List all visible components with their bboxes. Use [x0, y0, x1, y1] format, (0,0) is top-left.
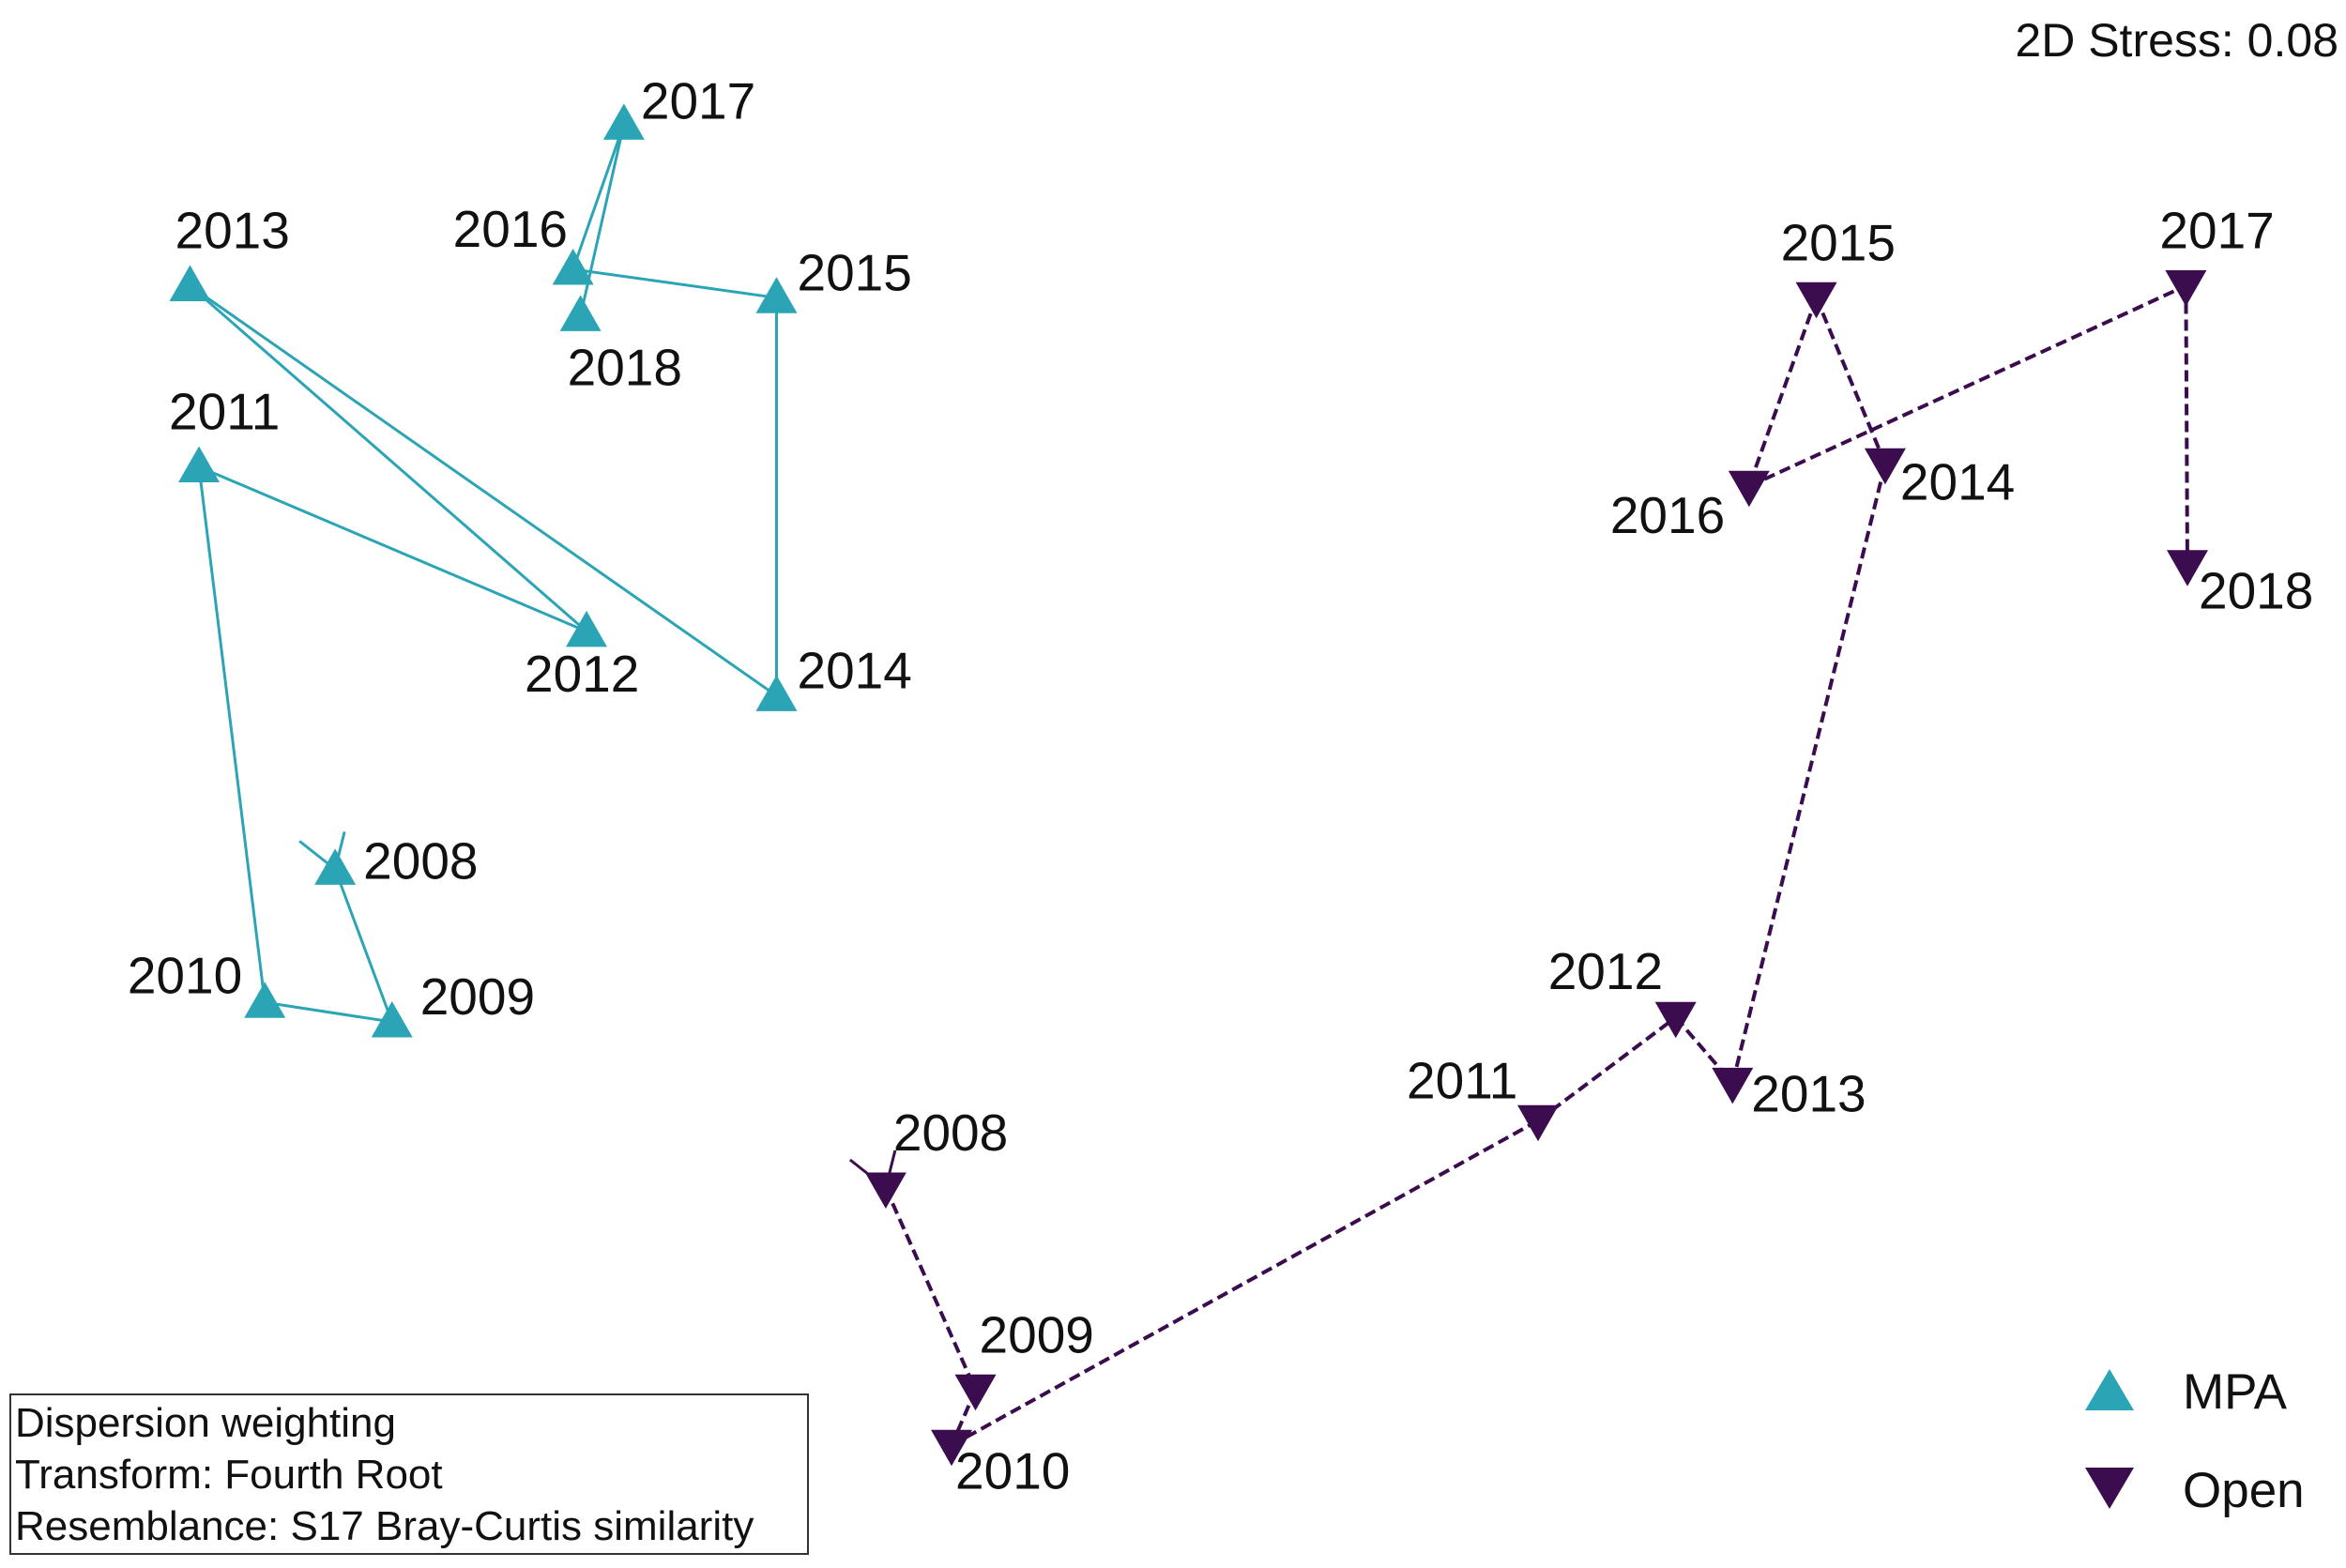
mpa-marker-2010 [244, 982, 286, 1018]
open-segment-2013-2014 [1730, 463, 1887, 1084]
open-segment-2010-2011 [951, 1119, 1539, 1448]
open-marker-2016 [1728, 470, 1770, 508]
mpa-segment-2010-2011 [197, 466, 267, 1003]
mpa-marker-2009 [371, 1001, 413, 1038]
point-labels: 2008 2009 2010 2011 2012 2013 2014 2015 2016 2017… [128, 71, 2314, 1499]
open-marker-2017 [2165, 270, 2207, 307]
open-label-2014: 2014 [1900, 452, 2015, 510]
mpa-label-2013: 2013 [175, 202, 289, 260]
triangle-up-icon [2085, 1369, 2134, 1410]
open-marker-2012 [1654, 1001, 1697, 1039]
mpa-segment-2015-2016 [572, 267, 777, 299]
mpa-marker-2012 [566, 610, 607, 647]
open-segment-2008-2009 [884, 1187, 978, 1392]
mpa-label-2008: 2008 [363, 831, 478, 890]
legend-item-open: Open [2081, 1454, 2335, 1530]
open-segment-2017-2018 [2184, 285, 2189, 566]
mpa-marker-2014 [755, 675, 798, 711]
mpa-marker-2008 [314, 848, 357, 885]
mpa-label-2015: 2015 [797, 243, 911, 301]
open-label-2008: 2008 [893, 1104, 1008, 1162]
trajectory-lines [189, 123, 2189, 1448]
open-segment-2014-2015 [1814, 297, 1887, 465]
analysis-info-box: Dispersion weighting Transform: Fourth R… [9, 1393, 809, 1555]
legend-item-mpa: MPA [2081, 1356, 2335, 1431]
open-segment-2011-2012 [1536, 1015, 1677, 1122]
open-label-2015: 2015 [1781, 213, 1896, 271]
mpa-label-2012: 2012 [525, 645, 639, 703]
mpa-segment-2017-2018 [579, 124, 626, 316]
open-label-2016: 2016 [1610, 486, 1725, 544]
open-label-2017: 2017 [2159, 202, 2274, 260]
mpa-label-2009: 2009 [420, 967, 535, 1026]
open-marker-2010 [931, 1429, 973, 1467]
mpa-label-2014: 2014 [797, 641, 911, 699]
legend-label-mpa: MPA [2183, 1364, 2287, 1420]
mpa-label-2018: 2018 [568, 338, 682, 396]
open-segment-2015-2016 [1746, 297, 1819, 487]
open-marker-2009 [954, 1374, 997, 1411]
mpa-segment-2011-2012 [198, 465, 587, 633]
open-marker-2013 [1712, 1067, 1754, 1104]
open-marker-2018 [2166, 550, 2208, 586]
mpa-label-2010: 2010 [128, 946, 242, 1004]
open-label-2011: 2011 [1407, 1051, 1517, 1109]
open-marker-2014 [1864, 448, 1906, 485]
point-markers [169, 103, 2208, 1467]
open-label-2018: 2018 [2199, 562, 2313, 620]
mpa-marker-2015 [755, 277, 798, 313]
open-marker-2015 [1795, 282, 1837, 319]
open-label-2009: 2009 [980, 1305, 1094, 1363]
open-label-2010: 2010 [955, 1441, 1070, 1499]
mpa-segment-2016-2017 [571, 123, 626, 270]
mpa-segment-2012-2013 [189, 284, 587, 632]
info-line-transform: Transform: Fourth Root [15, 1452, 443, 1498]
mpa-marker-2017 [602, 103, 645, 140]
open-marker-2011 [1517, 1104, 1560, 1142]
legend-label-open: Open [2183, 1463, 2305, 1518]
open-marker-2008 [864, 1172, 906, 1210]
mpa-segment-2009-2010 [264, 1000, 392, 1024]
open-label-2012: 2012 [1548, 942, 1663, 1000]
open-label-2013: 2013 [1751, 1064, 1866, 1122]
info-line-resemblance: Resemblance: S17 Bray-Curtis similarity [15, 1503, 754, 1549]
triangle-down-icon [2085, 1468, 2134, 1509]
mpa-segment-2013-2014 [189, 284, 778, 697]
stress-value: 2D Stress: 0.08 [2015, 14, 2338, 67]
open-segment-2016-2017 [1748, 283, 2187, 489]
mpa-label-2011: 2011 [169, 382, 280, 440]
mpa-marker-2018 [559, 295, 602, 331]
info-line-dispersion: Dispersion weighting [15, 1400, 396, 1446]
mpa-marker-2011 [178, 446, 221, 482]
legend: MPA Open [2081, 1356, 2335, 1525]
mpa-marker-2013 [169, 265, 211, 302]
mpa-marker-2016 [552, 249, 594, 285]
mpa-segment-2008-2009 [333, 868, 394, 1023]
mpa-label-2017: 2017 [641, 71, 755, 129]
mpa-label-2016: 2016 [453, 200, 568, 258]
